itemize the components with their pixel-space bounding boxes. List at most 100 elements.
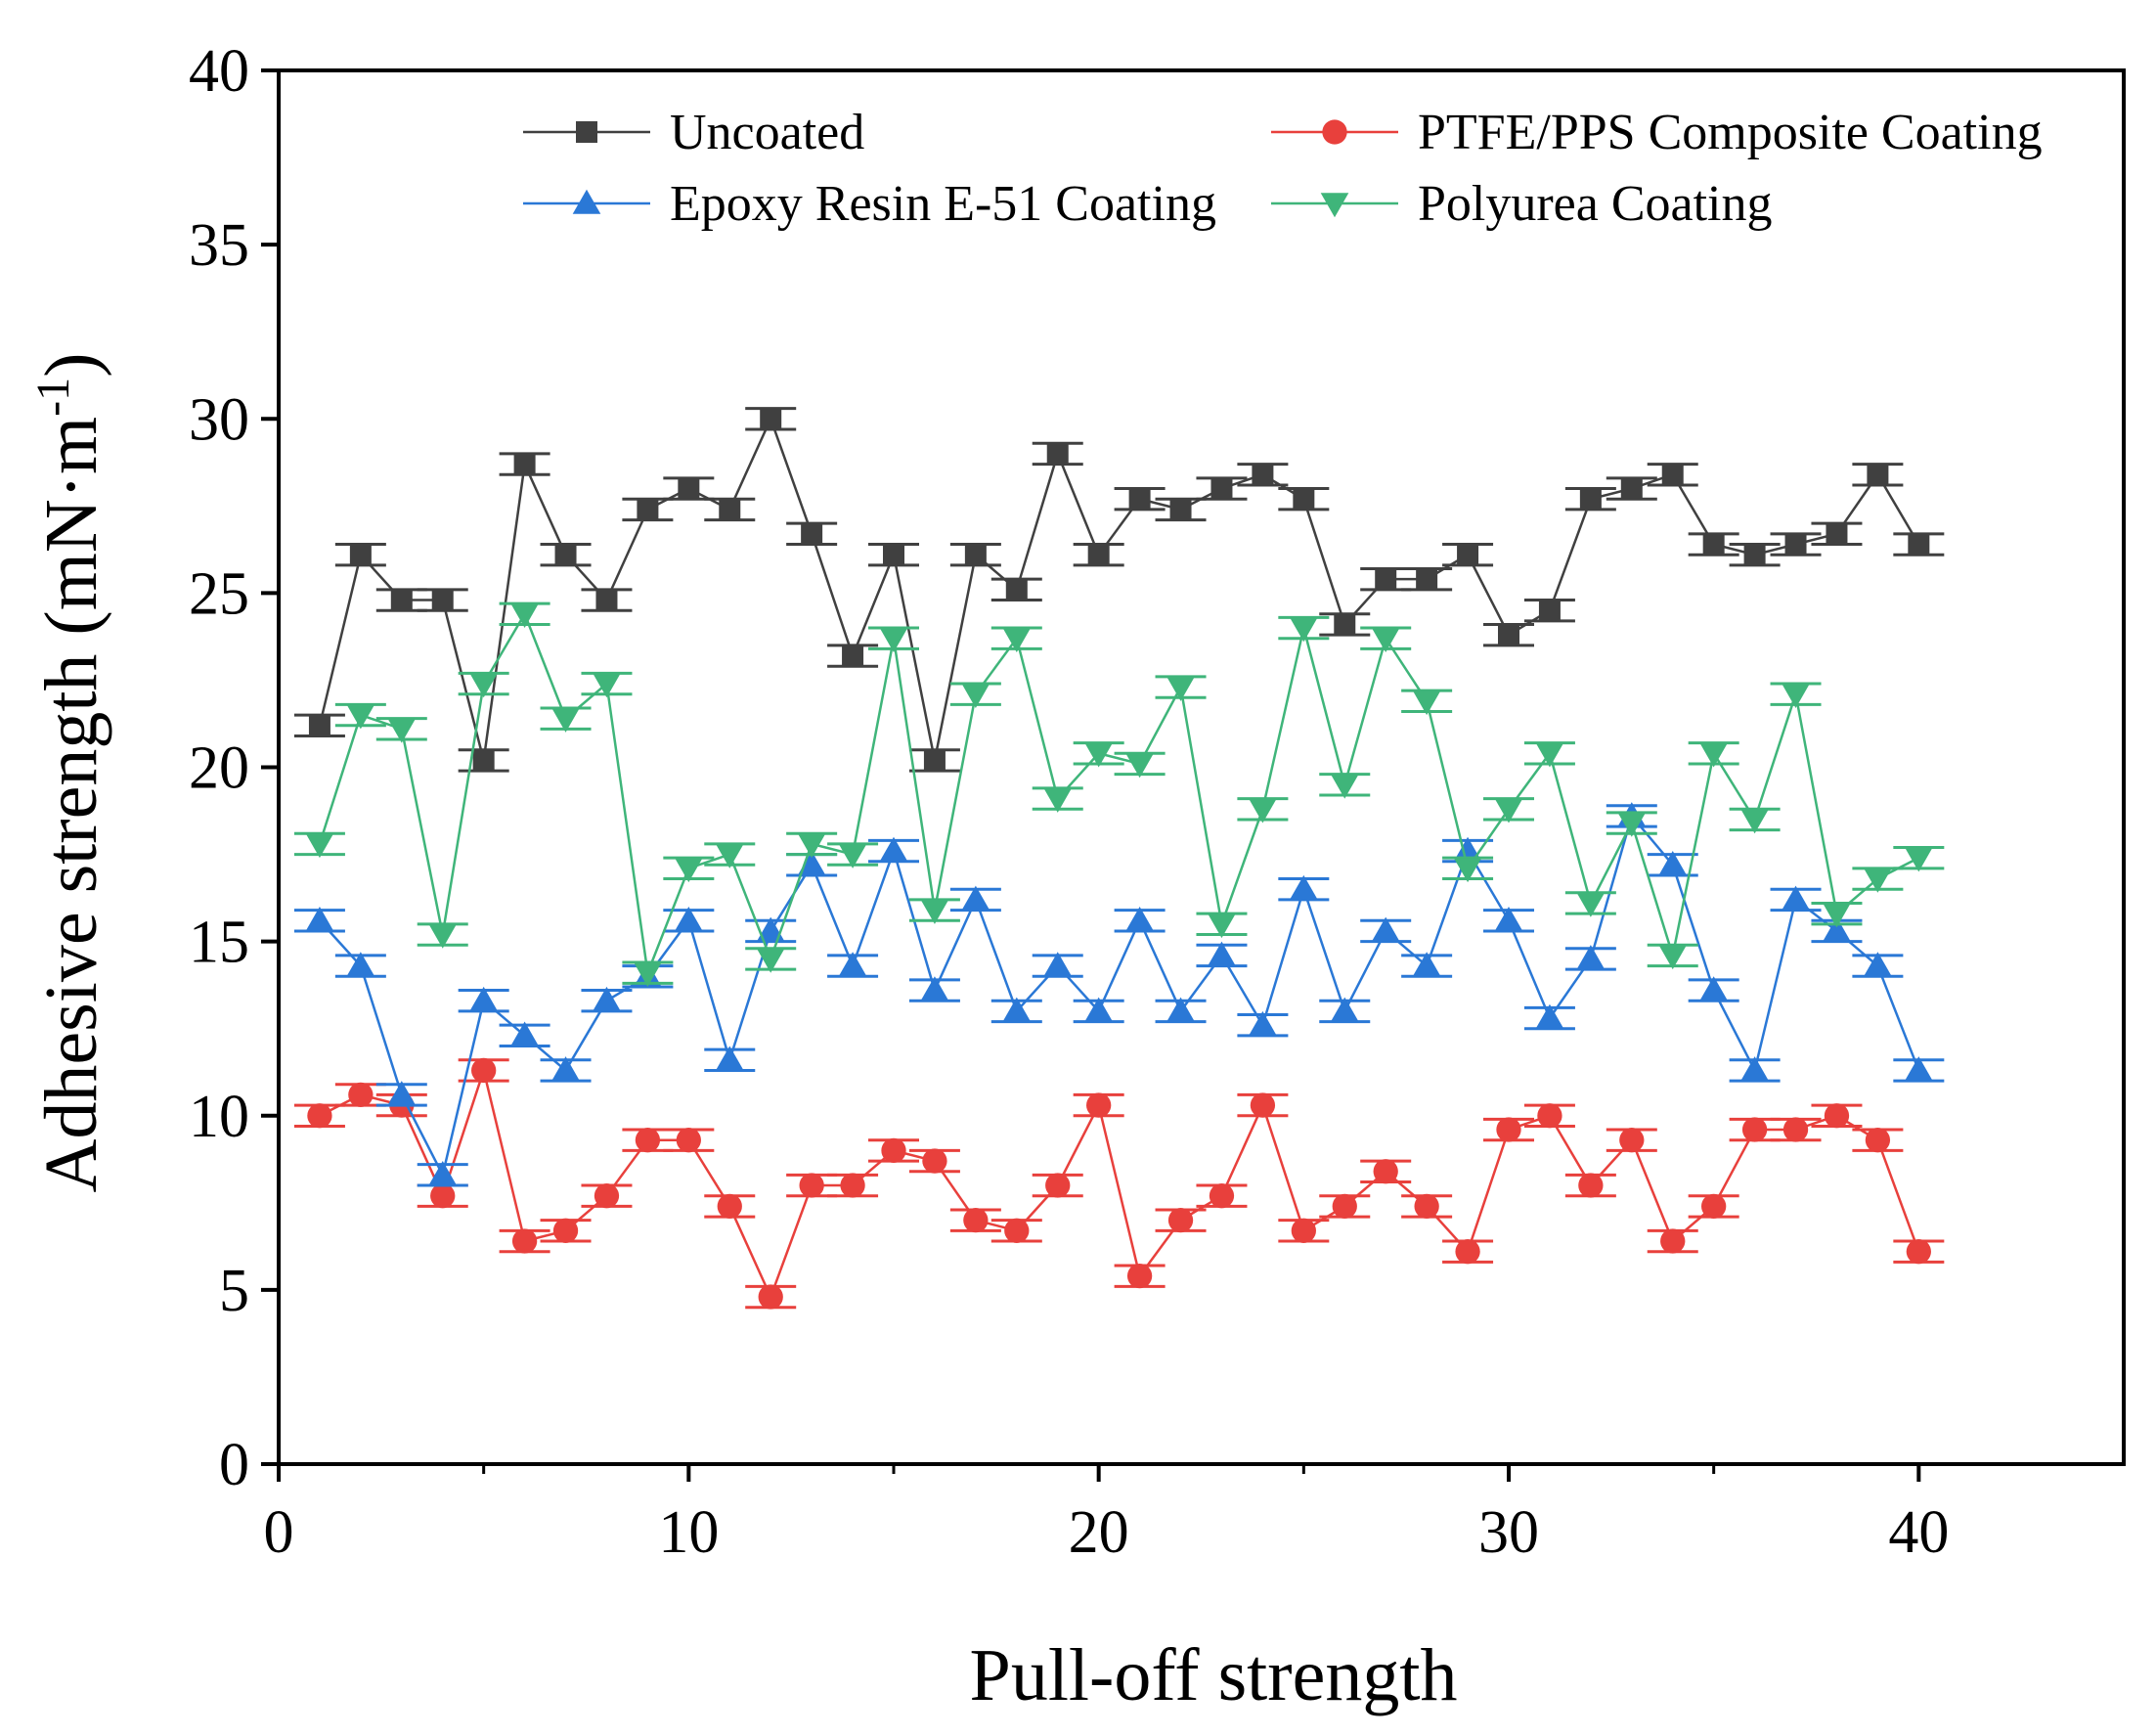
data-point: [881, 1137, 906, 1164]
data-point: [1743, 544, 1766, 566]
data-point: [676, 1128, 701, 1153]
data-point: [922, 1148, 947, 1174]
data-point: [1043, 787, 1073, 813]
y-tick-label: 15: [189, 910, 249, 976]
y-tick-label: 5: [219, 1258, 249, 1324]
data-point: [920, 976, 949, 1002]
data-point: [1046, 442, 1069, 465]
y-tick-label: 0: [219, 1432, 249, 1498]
x-axis-label: Pull-off strength: [970, 1634, 1458, 1716]
data-point: [879, 627, 908, 652]
data-point: [1701, 1193, 1727, 1220]
data-point: [1538, 600, 1561, 622]
data-point: [675, 858, 703, 883]
data-point: [1371, 627, 1400, 652]
data-point: [1004, 1218, 1030, 1243]
data-point: [842, 645, 864, 667]
legend-label: Polyurea Coating: [1418, 176, 1773, 232]
data-point: [1782, 885, 1810, 911]
data-point: [1494, 906, 1523, 931]
data-point: [1373, 1159, 1398, 1184]
data-point: [1412, 952, 1441, 977]
legend-label: PTFE/PPS Composite Coating: [1418, 105, 2043, 160]
data-point: [510, 1021, 539, 1046]
data-point: [1453, 858, 1482, 883]
data-point: [1371, 916, 1400, 942]
data-point: [305, 833, 334, 859]
series-line: [319, 1065, 1920, 1301]
data-point: [838, 952, 867, 977]
data-point: [1535, 742, 1564, 768]
legend-item: Polyurea Coating: [1271, 176, 1773, 232]
data-point: [1576, 945, 1606, 970]
legend-label: Uncoated: [670, 105, 864, 160]
data-point: [1087, 544, 1110, 566]
legend: Uncoated PTFE/PPS Composite Coating Epoxy …: [523, 105, 2043, 232]
legend-marker: [1320, 193, 1349, 218]
data-point: [1823, 916, 1851, 942]
data-point: [1290, 874, 1318, 900]
data-point: [1208, 941, 1236, 966]
data-point: [678, 477, 700, 500]
data-point: [551, 707, 580, 733]
legend-item: Uncoated: [523, 105, 864, 160]
data-point: [1334, 613, 1356, 636]
data-point: [349, 544, 372, 566]
data-point: [840, 1173, 865, 1198]
data-point: [756, 916, 785, 942]
data-point: [1826, 522, 1848, 545]
data-point: [390, 589, 413, 611]
data-point: [551, 1056, 580, 1082]
x-tick-label: 0: [264, 1499, 294, 1566]
data-point: [472, 749, 495, 772]
data-point: [1537, 1103, 1562, 1129]
data-point: [1658, 945, 1688, 970]
data-point: [346, 704, 375, 730]
data-point: [1702, 533, 1725, 556]
data-point: [510, 603, 539, 629]
data-point: [961, 683, 990, 708]
data-point: [756, 948, 785, 973]
data-point: [387, 718, 417, 743]
data-point: [1209, 1183, 1235, 1209]
data-point: [635, 1128, 661, 1153]
data-point: [1084, 997, 1113, 1022]
data-point: [387, 1081, 417, 1106]
data-point: [430, 1183, 456, 1209]
data-point: [923, 749, 946, 772]
data-point: [594, 1183, 620, 1209]
data-point: [961, 885, 990, 911]
data-point: [838, 843, 867, 868]
data-point: [593, 673, 621, 698]
data-point: [1865, 1128, 1891, 1153]
data-point: [797, 833, 826, 859]
legend-item: PTFE/PPS Composite Coating: [1271, 105, 2043, 160]
plot-area: [293, 407, 1945, 1310]
data-point: [1332, 1193, 1357, 1220]
data-point: [1250, 1092, 1276, 1118]
y-tick-label: 35: [189, 212, 249, 279]
series-line: [319, 813, 1920, 1179]
data-point: [1125, 906, 1154, 931]
data-point: [1293, 488, 1315, 511]
data-point: [1740, 809, 1769, 834]
data-point: [431, 589, 454, 611]
data-point: [1498, 624, 1519, 646]
data-point: [1330, 997, 1359, 1022]
x-tick-label: 40: [1888, 1499, 1949, 1566]
data-point: [1125, 753, 1154, 779]
data-point: [760, 408, 782, 430]
data-point: [1823, 903, 1851, 928]
data-point: [1905, 847, 1933, 872]
legend-marker: [1322, 119, 1347, 145]
data-point: [1784, 533, 1807, 556]
data-point: [1084, 742, 1113, 768]
data-point: [554, 544, 577, 566]
data-point: [1908, 533, 1930, 556]
data-point: [1210, 477, 1233, 500]
data-point: [1126, 1263, 1153, 1289]
data-point: [758, 1284, 783, 1310]
data-point: [1740, 1056, 1769, 1082]
data-point: [428, 923, 458, 949]
legend-label: Epoxy Resin E-51 Coating: [670, 176, 1216, 232]
